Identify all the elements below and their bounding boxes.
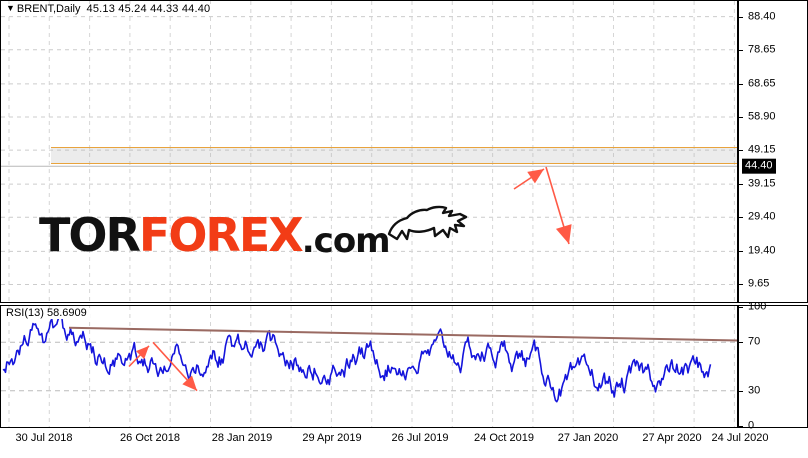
bull-icon [386,204,470,244]
price-axis-tick-label: 39.15 [748,177,776,190]
rsi-axis-tick-label: 100 [748,300,767,313]
price-axis-tick [739,116,743,118]
rsi-axis-tick-label: 0 [748,419,755,432]
time-axis-tick-label: 28 Jan 2019 [211,432,273,444]
rsi-header[interactable]: RSI(13) 58.6909 [6,308,90,319]
time-axis-tick-label: 27 Apr 2020 [642,432,702,444]
price-axis-tick [739,251,743,253]
rsi-axis-tick [739,390,743,392]
rsi-series-overlay [2,314,738,403]
rsi-axis-tick [739,426,743,427]
rsi-axis[interactable]: 100 70 30 0 [737,301,807,431]
rsi-plot-area[interactable] [1,306,738,427]
rsi-axis-tick [739,307,743,308]
torforex-watermark: TOR FOREX .com [39,204,470,258]
price-axis-tick-label: 88.40 [748,10,776,23]
chart-header[interactable]: ▼ BRENT,Daily 45.13 45.24 44.33 44.40 [6,3,214,15]
price-axis-tick-label: 49.15 [748,143,776,156]
price-axis-tick-label: 9.65 [748,277,770,290]
time-axis-tick-label: 24 Jul 2020 [711,432,769,444]
rsi-label: RSI(13) 58.6909 [6,307,87,319]
rsi-axis-tick-label: 30 [748,384,761,397]
time-axis-tick-label: 26 Oct 2018 [120,432,180,444]
time-axis-tick-label: 26 Jul 2019 [391,432,449,444]
price-axis-tick [739,217,743,219]
time-axis-tick-label: 24 Oct 2019 [474,432,534,444]
price-plot-area[interactable]: TOR FOREX .com [1,1,738,302]
price-axis-tick-label: 19.40 [748,244,776,257]
price-axis[interactable]: 88.40 78.65 68.65 58.90 49.15 39.15 29.40 19.40… [737,1,807,302]
current-price-label: 44.40 [742,158,776,174]
ohlc-values-label: 45.13 45.24 44.33 44.40 [86,3,211,15]
watermark-text-forex: FOREX [138,208,304,262]
price-axis-tick-label: 68.65 [748,77,776,90]
price-axis-tick-label: 78.65 [748,43,776,56]
symbol-timeframe-label: BRENT,Daily [16,3,81,15]
price-axis-tick [739,83,743,85]
rsi-axis-tick [739,342,743,344]
price-axis-tick [739,49,743,51]
price-axis-tick [739,184,743,186]
time-axis-tick-label: 30 Jul 2018 [15,432,73,444]
price-axis-tick [739,150,743,152]
rsi-gridlines [1,306,738,427]
watermark-text-tor: TOR [39,208,141,262]
price-axis-tick-label: 29.40 [748,210,776,223]
time-axis[interactable]: 30 Jul 2018 26 Oct 2018 28 Jan 2019 29 Apr … [0,429,808,458]
rsi-indicator-panel[interactable]: RSI(13) 58.6909 100 70 30 0 [0,301,808,431]
rsi-axis-tick-label: 70 [748,335,761,348]
price-chart-panel[interactable]: ▼ BRENT,Daily 45.13 45.24 44.33 44.40 TOR F… [0,0,808,303]
time-axis-tick-label: 27 Jan 2020 [557,432,619,444]
price-zone-band [51,146,738,165]
chevron-down-icon[interactable]: ▼ [6,3,15,13]
price-axis-tick [739,284,743,286]
time-axis-tick-label: 29 Apr 2019 [302,432,362,444]
watermark-text-com: .com [301,221,391,261]
price-axis-tick [739,16,743,18]
price-axis-tick-label: 58.90 [748,110,776,123]
